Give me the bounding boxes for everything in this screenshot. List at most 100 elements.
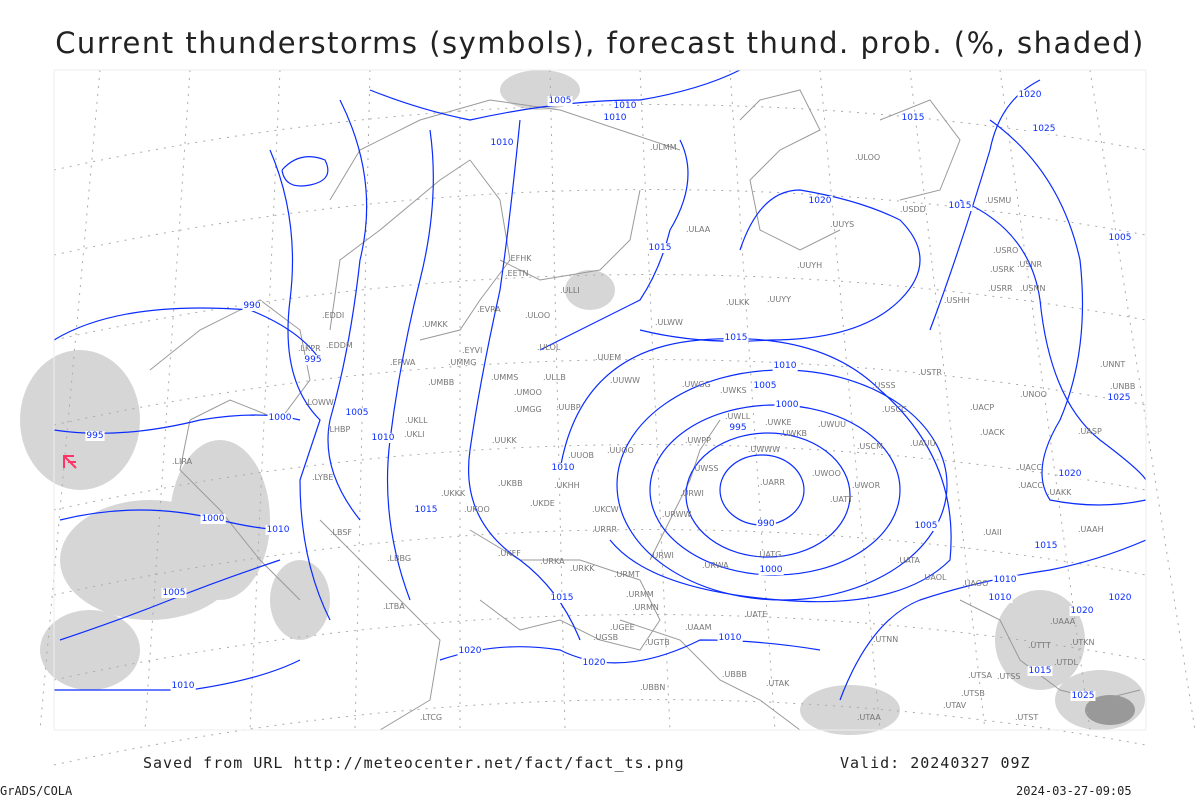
isobar-label: 1015 [415, 505, 438, 515]
station-label: .URWI [680, 489, 704, 498]
label-background [602, 113, 628, 123]
station-label: .UNNT [1100, 360, 1125, 369]
shading-area [800, 685, 900, 735]
label-background [170, 681, 196, 691]
station-label: .UUOB [568, 451, 594, 460]
isobar-label: 1020 [1059, 469, 1082, 479]
station-label: .UAOO [962, 579, 988, 588]
station-label: .LKPR [298, 344, 321, 353]
isobar-label: 1025 [1033, 124, 1056, 134]
station-label: .UWOO [812, 469, 841, 478]
isobar-label: 1005 [915, 521, 938, 531]
label-background [1031, 124, 1057, 134]
coastline [149, 299, 311, 421]
station-label: .USCC [882, 405, 907, 414]
station-label: .UWSS [692, 464, 718, 473]
station-label: .UWLL [725, 412, 751, 421]
station-label: .UKDE [530, 499, 555, 508]
station-label: .LTCG [420, 713, 442, 722]
station-label: .UATG [757, 550, 781, 559]
meridian [1089, 69, 1196, 731]
shading-area [1085, 695, 1135, 725]
label-background [807, 196, 833, 206]
isobar-label: 1020 [459, 646, 482, 656]
station-label: .LBSF [330, 528, 352, 537]
isobar-label: 990 [757, 519, 774, 529]
station-labels: .ULMM .ULOO .USDD .USMU .UUYS .ULAA .UUYH .USRO… [172, 143, 1135, 722]
isobar-label: 1015 [1029, 666, 1052, 676]
station-label: .UUWW [610, 376, 640, 385]
isobar-label: 1015 [649, 243, 672, 253]
label-background [1107, 233, 1133, 243]
station-label: .UMKK [422, 320, 449, 329]
station-label: .UAAA [1050, 617, 1076, 626]
station-label: .UWKS [720, 386, 747, 395]
station-label: .URKK [570, 564, 595, 573]
isobar-label: 1010 [552, 463, 575, 473]
station-label: .UUBP [556, 403, 581, 412]
parallel [53, 274, 1147, 341]
label-background [370, 433, 396, 443]
isobar [468, 119, 581, 641]
label-background [457, 646, 483, 656]
station-label: .UUOO [607, 446, 634, 455]
isobar-label: 1020 [809, 196, 832, 206]
station-label: .URWW [662, 510, 692, 519]
isobar [386, 129, 434, 601]
station-label: .UBBN [640, 683, 665, 692]
isobar-label: 1000 [269, 413, 292, 423]
graticule [39, 69, 1196, 766]
station-label: .UGSB [593, 633, 618, 642]
coastline [419, 159, 511, 341]
isobar-label: 1005 [754, 381, 777, 391]
station-label: .UACP [970, 403, 994, 412]
station-label: .UKCW [592, 505, 619, 514]
isobar [989, 119, 1147, 506]
station-label: .UNBB [1110, 382, 1135, 391]
station-label: .EDDM [326, 341, 353, 350]
coastline [469, 529, 661, 651]
label-background [913, 521, 939, 531]
label-background [581, 658, 607, 668]
station-label: .UUEM [595, 353, 621, 362]
label-background [1033, 541, 1059, 551]
station-label: .LOWW [305, 398, 334, 407]
isobar-label: 1005 [1109, 233, 1132, 243]
label-background [728, 423, 748, 433]
shading-area [40, 610, 140, 690]
station-label: .UTSS [997, 672, 1020, 681]
station-label: .UAOL [922, 573, 947, 582]
station-label: .EVRA [477, 305, 501, 314]
isobar-label: 1020 [1071, 606, 1094, 616]
station-label: .UMMS [491, 373, 518, 382]
isobar [539, 139, 689, 351]
station-label: .USHH [944, 296, 970, 305]
coastline [329, 99, 681, 201]
station-label: .UWPP [685, 436, 711, 445]
isobar-label: 1010 [719, 633, 742, 643]
label-background [303, 355, 323, 365]
label-background [723, 333, 749, 343]
station-label: .ULOO [525, 311, 550, 320]
isobar [269, 149, 331, 621]
station-label: .UATA [897, 556, 921, 565]
station-label: .UTST [1015, 713, 1038, 722]
station-label: .UASP [1078, 427, 1102, 436]
label-background [1057, 469, 1083, 479]
station-label: .USRR [988, 284, 1013, 293]
label-background [265, 525, 291, 535]
coastline [649, 419, 721, 561]
label-background [1107, 593, 1133, 603]
isobar-label: 1005 [163, 588, 186, 598]
station-label: .LIRA [172, 457, 193, 466]
shading-area [20, 350, 140, 490]
isobar-label: 1010 [994, 575, 1017, 585]
station-label: .UWUU [818, 420, 846, 429]
label-background [489, 138, 515, 148]
station-label: .UACC [1018, 481, 1043, 490]
station-label: .URKA [540, 557, 565, 566]
station-label: .UMBB [428, 378, 454, 387]
label-background [267, 413, 293, 423]
isobar [281, 156, 329, 187]
